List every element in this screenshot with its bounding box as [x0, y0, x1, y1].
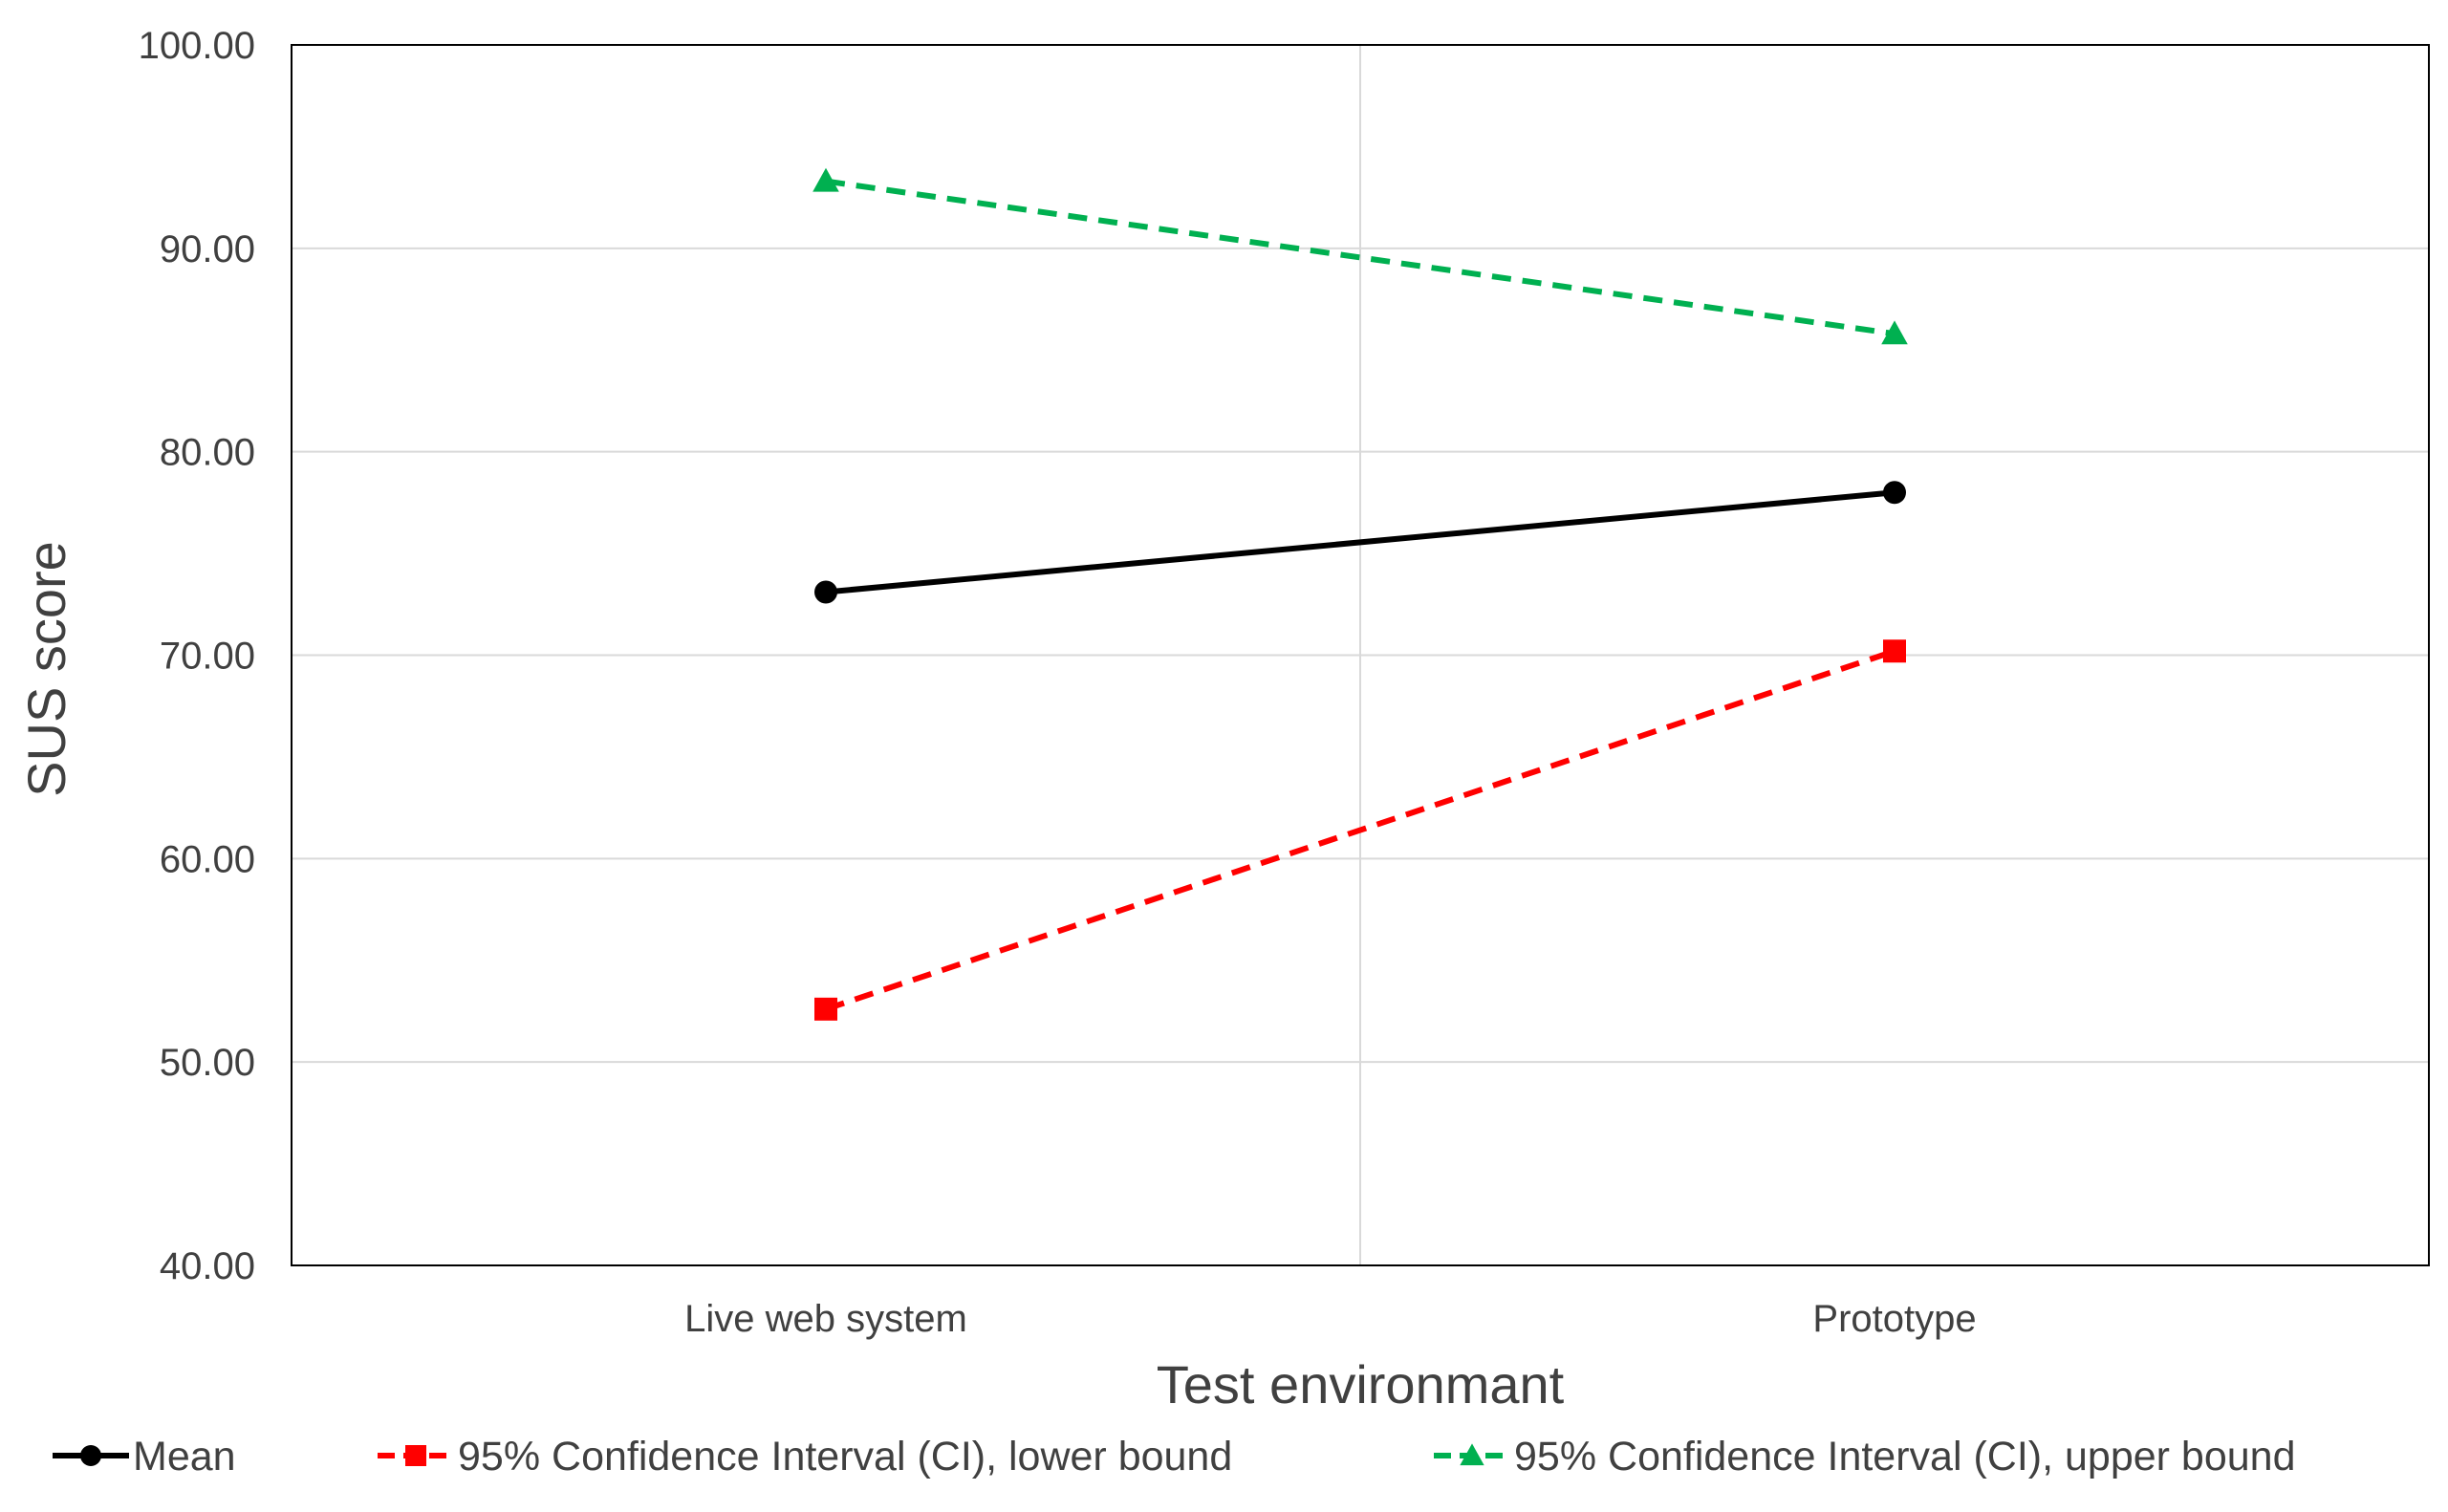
y-axis-title: SUS score	[16, 541, 76, 797]
data-point	[1883, 639, 1906, 663]
data-point	[1881, 320, 1908, 345]
x-tick-label: Live web system	[684, 1298, 967, 1340]
legend-item-1: 95% Confidence Interval (CI), lower boun…	[378, 1434, 1232, 1480]
y-tick-label: 70.00	[160, 636, 255, 678]
x-axis-title: Test environmant	[1157, 1354, 1565, 1415]
x-tick-label: Prototype	[1812, 1298, 1976, 1340]
series-2	[812, 167, 1908, 345]
legend-item-0: Mean	[53, 1434, 236, 1480]
grid	[292, 45, 2429, 1265]
data-point	[814, 997, 837, 1021]
legend-label: Mean	[133, 1434, 236, 1480]
y-tick-label: 100.00	[139, 25, 255, 67]
y-tick-label: 90.00	[160, 228, 255, 270]
y-tick-label: 40.00	[160, 1245, 255, 1287]
series-line	[825, 489, 1896, 595]
data-point	[814, 580, 837, 604]
y-axis-ticks: 40.00 50.00 60.00 70.00 80.00 90.00 100.00	[139, 25, 255, 1287]
plot-area	[291, 44, 2430, 1266]
series	[812, 167, 1908, 1021]
legend-item-2: 95% Confidence Interval (CI), upper boun…	[1434, 1434, 2295, 1480]
data-point	[1883, 481, 1906, 505]
legend-swatch-marker	[1460, 1443, 1484, 1466]
series-line	[825, 648, 1896, 1012]
legend-swatch-marker	[80, 1445, 101, 1466]
y-tick-label: 80.00	[160, 432, 255, 474]
legend-label: 95% Confidence Interval (CI), upper boun…	[1514, 1434, 2295, 1480]
data-point	[812, 167, 839, 192]
series-line	[825, 178, 1896, 337]
y-tick-label: 50.00	[160, 1042, 255, 1084]
series-1	[814, 639, 1906, 1021]
series-0	[814, 481, 1906, 604]
x-axis-ticks: Live web system Prototype	[684, 1298, 1976, 1340]
legend-swatch-marker	[405, 1445, 426, 1466]
legend-label: 95% Confidence Interval (CI), lower boun…	[458, 1434, 1232, 1480]
y-tick-label: 60.00	[160, 838, 255, 880]
legend: Mean 95% Confidence Interval (CI), lower …	[53, 1434, 2295, 1480]
